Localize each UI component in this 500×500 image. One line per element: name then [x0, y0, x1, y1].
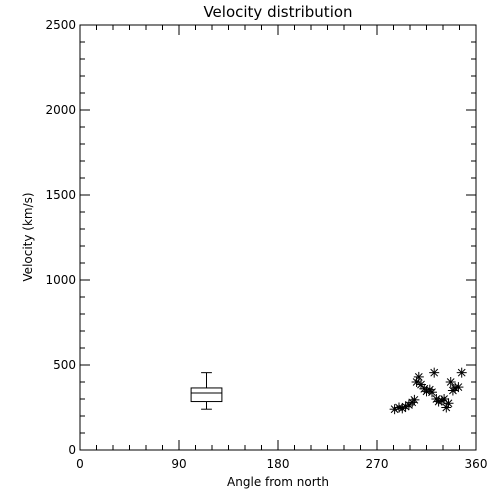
data-point: [427, 387, 437, 398]
box-iqr: [190, 387, 223, 403]
boxplot: [190, 372, 223, 410]
y-tick-label: 500: [53, 358, 76, 372]
chart-title: Velocity distribution: [203, 3, 352, 21]
y-axis-title: Velocity (km/s): [21, 192, 35, 281]
data-point: [409, 394, 420, 405]
axis-tick-labels: 0 90 180 270 360 0 500 1000 1500 2000 2500: [45, 18, 487, 471]
y-tick-label: 0: [68, 443, 76, 457]
x-tick-label: 270: [366, 457, 389, 471]
data-point: [429, 367, 440, 378]
data-point: [453, 382, 464, 393]
y-tick-label: 1500: [45, 188, 76, 202]
data-point: [456, 367, 467, 378]
data-point: [445, 377, 456, 387]
y-tick-label: 2500: [45, 18, 76, 32]
data-point: [413, 371, 424, 382]
axis-ticks: [79, 24, 477, 451]
x-tick-label: 0: [76, 457, 84, 471]
data-points: [389, 367, 467, 415]
x-axis-title: Angle from north: [227, 475, 329, 489]
x-tick-label: 180: [267, 457, 290, 471]
data-point: [389, 404, 400, 415]
data-point: [443, 398, 454, 409]
y-tick-label: 2000: [45, 103, 76, 117]
x-tick-label: 360: [465, 457, 488, 471]
y-tick-label: 1000: [45, 273, 76, 287]
x-tick-label: 90: [171, 457, 186, 471]
